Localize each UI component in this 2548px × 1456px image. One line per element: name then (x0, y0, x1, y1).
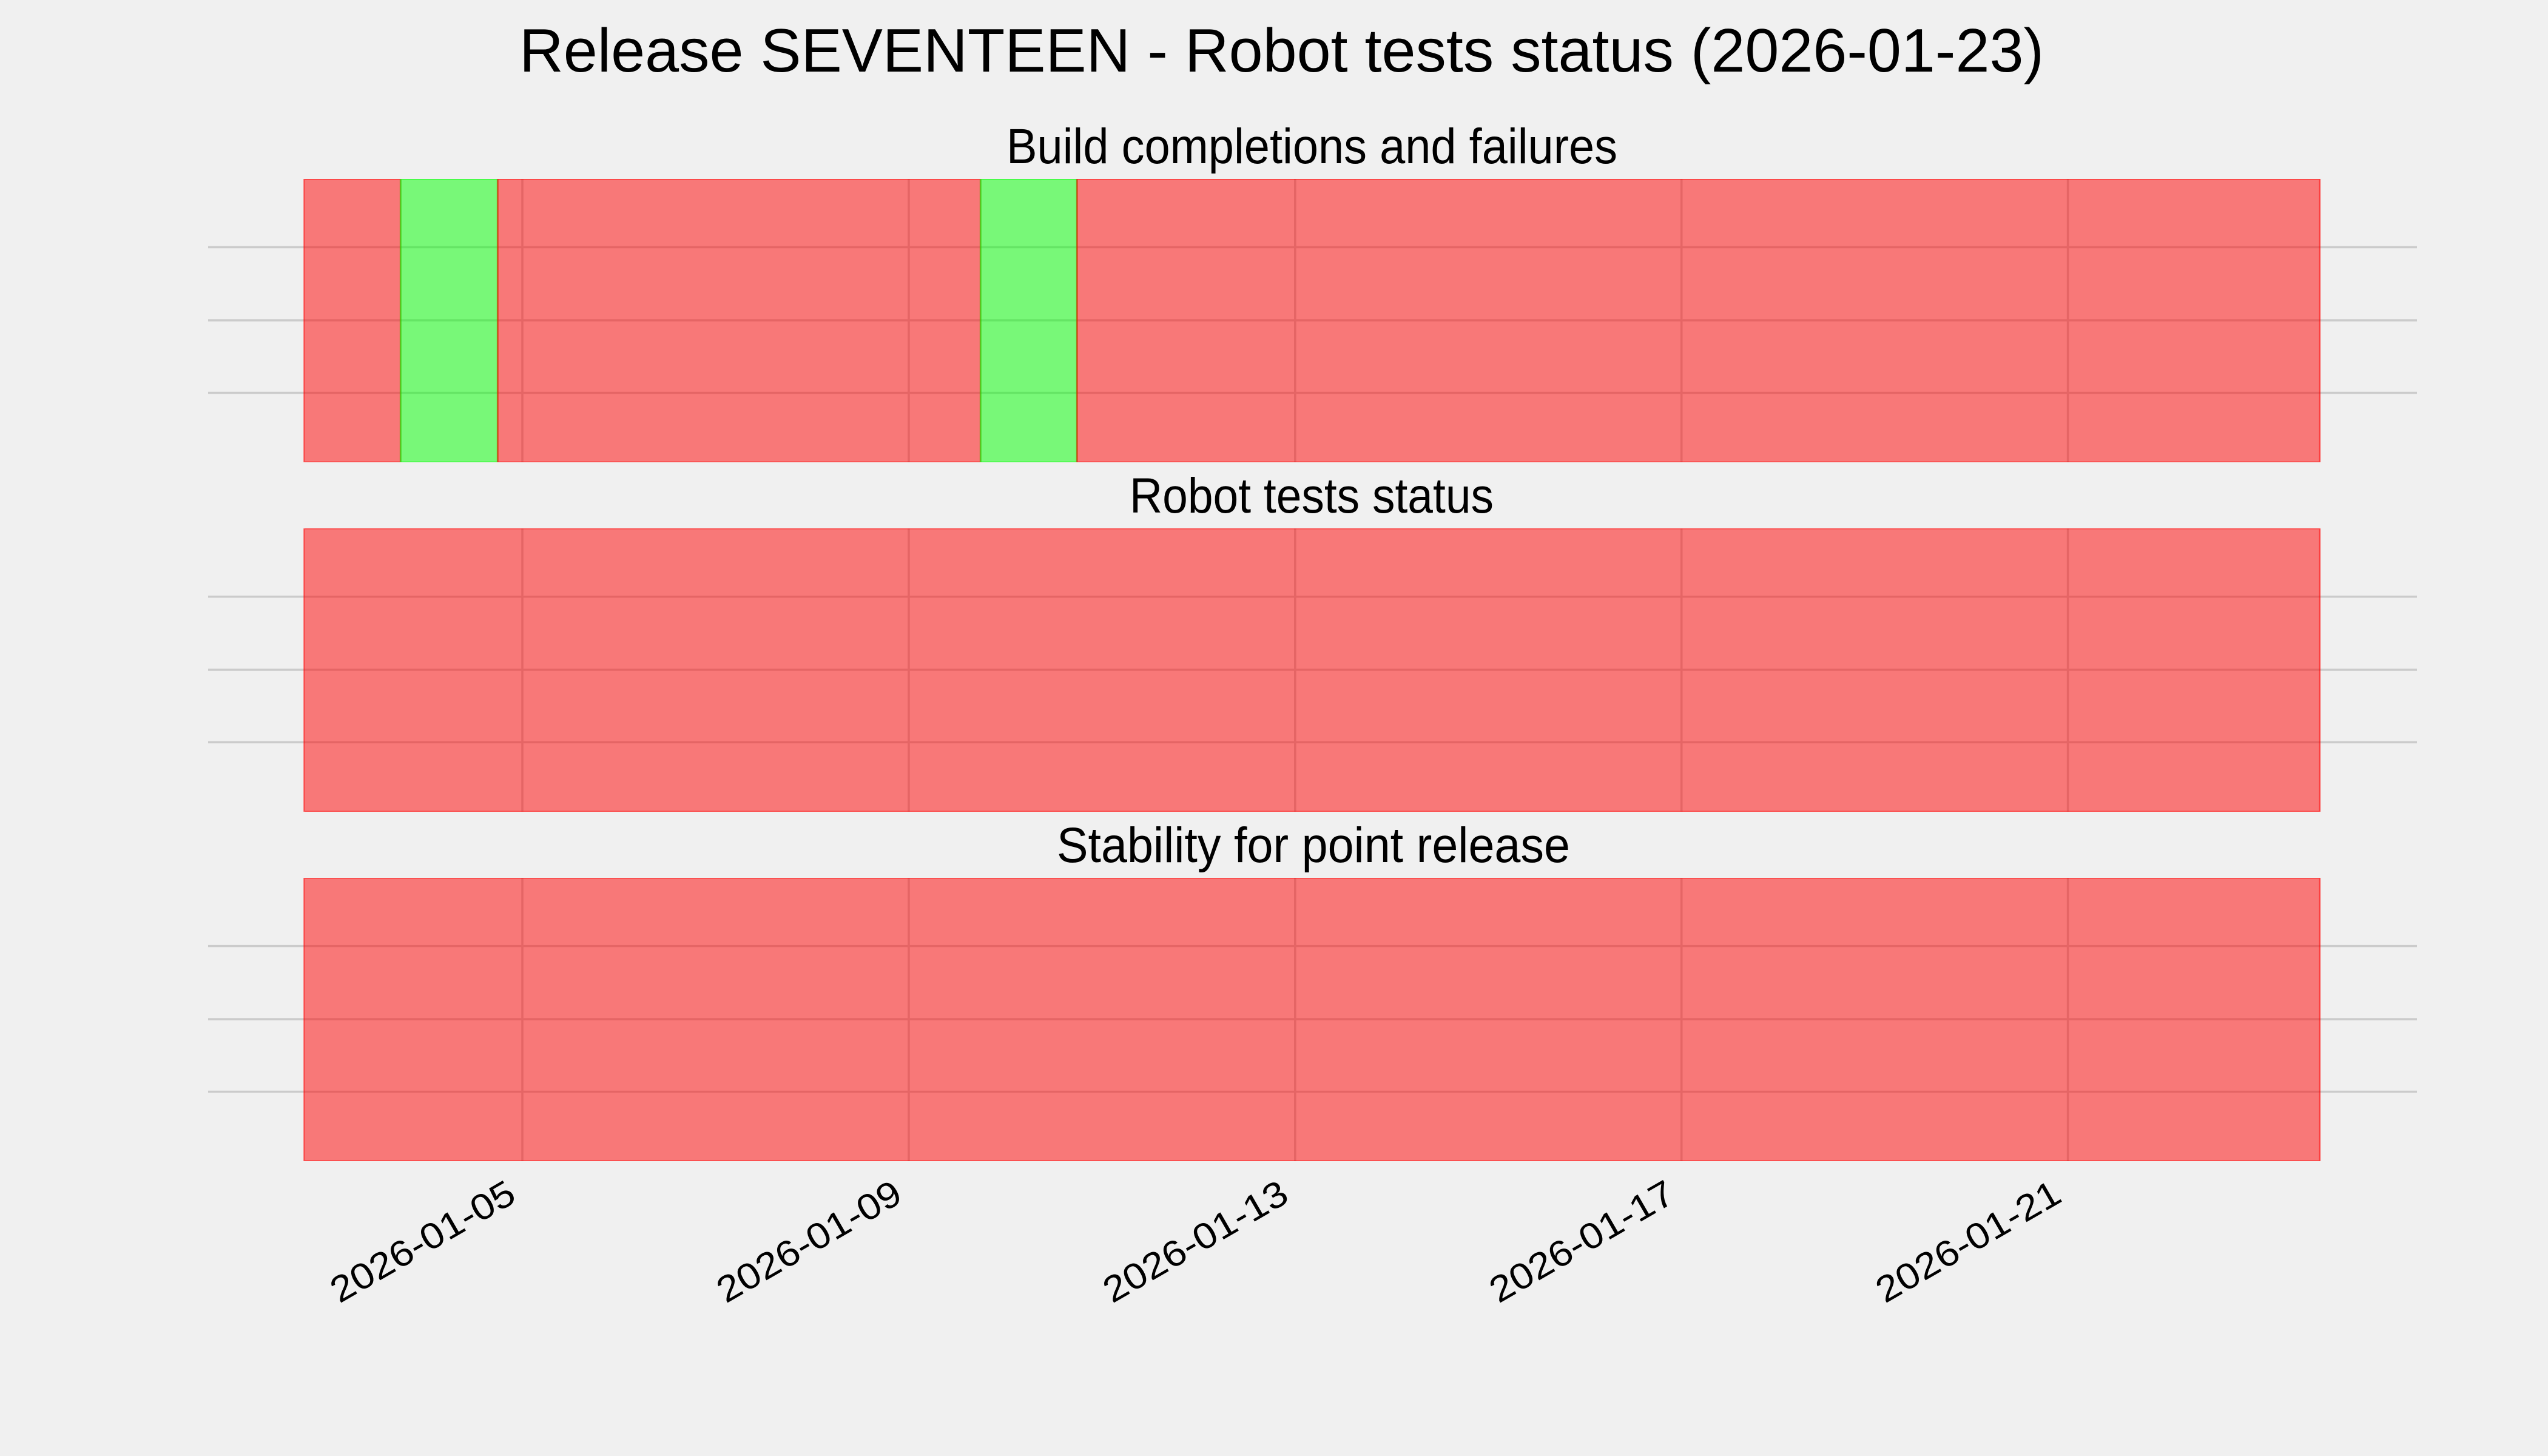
svg-text:Stability for point release: Stability for point release (1057, 818, 1570, 873)
svg-text:Release SEVENTEEN - Robot test: Release SEVENTEEN - Robot tests status (… (519, 17, 2044, 85)
svg-text:Build completions and failures: Build completions and failures (1006, 119, 1617, 174)
svg-text:Robot tests status: Robot tests status (1130, 468, 1494, 524)
